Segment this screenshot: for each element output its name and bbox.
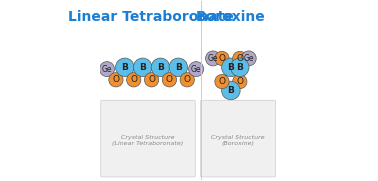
Circle shape — [151, 58, 170, 77]
Circle shape — [215, 74, 229, 89]
Text: Boroxine: Boroxine — [196, 10, 266, 24]
Text: B: B — [228, 63, 234, 72]
Text: O: O — [236, 54, 243, 63]
Text: B: B — [121, 63, 128, 72]
Text: Ge: Ge — [191, 65, 201, 74]
Text: O: O — [218, 77, 225, 86]
Circle shape — [241, 51, 256, 66]
Circle shape — [231, 58, 249, 77]
Circle shape — [99, 62, 115, 77]
Text: Ge: Ge — [102, 65, 112, 74]
Text: Ge: Ge — [208, 54, 218, 63]
Text: B: B — [157, 63, 164, 72]
Text: O: O — [130, 75, 137, 84]
Circle shape — [206, 51, 220, 66]
Circle shape — [127, 73, 141, 87]
Circle shape — [215, 51, 229, 66]
Circle shape — [133, 58, 152, 77]
Text: Crystal Structure
(Boroxine): Crystal Structure (Boroxine) — [211, 135, 265, 146]
Text: B: B — [175, 63, 182, 72]
Text: O: O — [184, 75, 191, 84]
Text: O: O — [218, 54, 225, 63]
Text: O: O — [112, 75, 119, 84]
Text: B: B — [139, 63, 146, 72]
FancyBboxPatch shape — [101, 100, 195, 177]
Circle shape — [169, 58, 187, 77]
Circle shape — [233, 74, 247, 89]
Circle shape — [109, 73, 123, 87]
Text: B: B — [228, 86, 234, 95]
Text: O: O — [148, 75, 155, 84]
Circle shape — [233, 51, 247, 66]
Circle shape — [189, 62, 204, 77]
Text: Ge: Ge — [243, 54, 254, 63]
Text: Crystal Structure
(Linear Tetraboronate): Crystal Structure (Linear Tetraboronate) — [112, 135, 184, 146]
Text: O: O — [236, 77, 243, 86]
Circle shape — [162, 73, 177, 87]
Circle shape — [222, 58, 240, 77]
Text: Linear Tetraboronate: Linear Tetraboronate — [68, 10, 234, 24]
Circle shape — [116, 58, 134, 77]
Circle shape — [180, 73, 194, 87]
Text: O: O — [166, 75, 173, 84]
Circle shape — [144, 73, 159, 87]
FancyBboxPatch shape — [201, 100, 276, 177]
Circle shape — [222, 81, 240, 100]
Text: B: B — [236, 63, 243, 72]
